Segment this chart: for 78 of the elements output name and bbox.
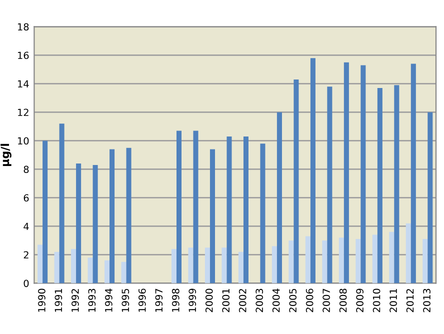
x-tick-label: 2005 bbox=[289, 288, 297, 312]
bar bbox=[76, 164, 82, 284]
bar bbox=[59, 124, 64, 284]
bar bbox=[305, 236, 310, 284]
bar bbox=[276, 112, 282, 284]
bar bbox=[344, 62, 349, 284]
y-tick-label: 0 bbox=[24, 280, 29, 288]
bar bbox=[288, 240, 294, 284]
x-tick-label: 1998 bbox=[172, 288, 180, 312]
x-tick-label: 1995 bbox=[122, 288, 130, 312]
bar bbox=[38, 244, 43, 284]
y-tick-label: 4 bbox=[24, 222, 29, 230]
bar bbox=[394, 85, 400, 284]
bar bbox=[389, 232, 394, 284]
bar bbox=[92, 164, 98, 284]
bar bbox=[327, 86, 332, 284]
x-tick-label: 2000 bbox=[205, 288, 213, 312]
bar bbox=[88, 258, 93, 284]
bar bbox=[238, 252, 244, 284]
x-tick-label: 1999 bbox=[188, 288, 196, 312]
x-tick-label: 1991 bbox=[54, 288, 62, 312]
x-tick-label: 2013 bbox=[423, 288, 430, 312]
x-tick-label: 1992 bbox=[72, 289, 79, 312]
bar bbox=[372, 234, 378, 284]
bar bbox=[110, 149, 115, 284]
bar bbox=[310, 58, 316, 284]
bar bbox=[171, 249, 176, 284]
bar bbox=[360, 65, 366, 284]
bar bbox=[422, 239, 428, 284]
x-tick-label: 1990 bbox=[38, 288, 46, 312]
x-tick-label: 2012 bbox=[406, 289, 414, 312]
bar bbox=[54, 252, 60, 284]
y-axis-title: µg/l bbox=[0, 144, 12, 166]
bar bbox=[210, 149, 216, 284]
y-tick-label: 2 bbox=[24, 251, 28, 258]
x-tick-label: 2004 bbox=[272, 288, 280, 312]
y-tick-label: 6 bbox=[24, 194, 29, 202]
bar bbox=[243, 136, 248, 284]
x-tick-label: 2006 bbox=[306, 288, 314, 312]
bar bbox=[294, 79, 299, 284]
bar bbox=[126, 148, 132, 284]
x-tick-label: 1997 bbox=[155, 288, 163, 312]
bar bbox=[193, 130, 198, 284]
bar bbox=[428, 112, 433, 284]
x-tick-label: 2011 bbox=[390, 288, 397, 312]
bar bbox=[188, 248, 194, 284]
x-tick-label: 2008 bbox=[339, 288, 347, 312]
y-tick-label: 18 bbox=[18, 23, 29, 31]
bar bbox=[260, 144, 266, 284]
bar bbox=[356, 239, 361, 284]
x-tick-label: 1993 bbox=[88, 288, 96, 312]
x-tick-label: 1996 bbox=[138, 288, 146, 312]
y-tick-label: 16 bbox=[18, 52, 29, 60]
bar bbox=[406, 223, 411, 284]
y-tick-label: 10 bbox=[18, 137, 29, 145]
y-tick-label: 12 bbox=[18, 108, 28, 116]
x-tick-label: 2003 bbox=[256, 288, 264, 312]
bar bbox=[42, 140, 48, 284]
x-tick-label: 2007 bbox=[322, 288, 330, 312]
bar bbox=[104, 260, 110, 284]
x-tick-label: 2009 bbox=[356, 288, 364, 312]
bar bbox=[377, 88, 382, 284]
bar bbox=[338, 238, 344, 284]
bar bbox=[121, 262, 126, 284]
bar bbox=[410, 64, 416, 284]
x-tick-label: 1994 bbox=[104, 288, 112, 312]
y-tick-label: 8 bbox=[24, 166, 29, 174]
x-tick-label: 2002 bbox=[238, 289, 246, 312]
bar bbox=[226, 136, 232, 284]
bar bbox=[222, 248, 227, 284]
bar bbox=[176, 130, 182, 284]
bar bbox=[322, 240, 328, 284]
bar bbox=[204, 248, 210, 284]
bar bbox=[71, 249, 76, 284]
bar bbox=[272, 246, 277, 284]
y-tick-label: 14 bbox=[18, 80, 29, 88]
x-tick-label: 2001 bbox=[222, 288, 230, 312]
x-tick-label: 2010 bbox=[372, 288, 380, 312]
